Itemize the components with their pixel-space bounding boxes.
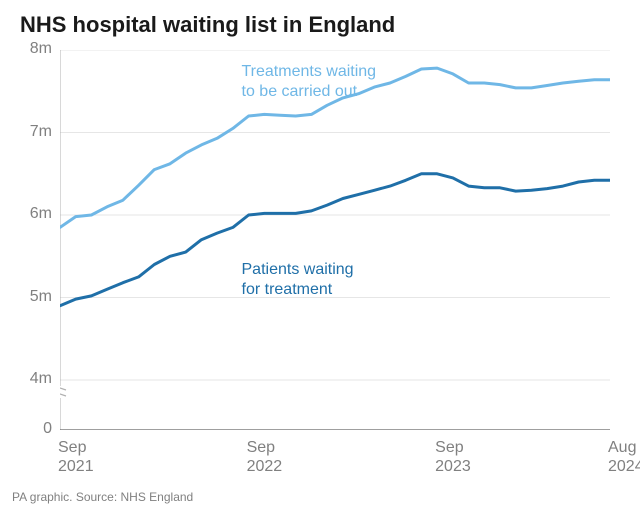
y-tick-label: 4m [12, 370, 52, 388]
y-tick-label: 5m [12, 288, 52, 306]
line-chart [60, 50, 610, 430]
y-tick-label: 7m [12, 123, 52, 141]
series-label-patients: Patients waitingfor treatment [242, 260, 354, 298]
chart-page: { "title": "NHS hospital waiting list in… [0, 0, 640, 514]
chart-footer: PA graphic. Source: NHS England [12, 490, 193, 504]
chart-title: NHS hospital waiting list in England [20, 12, 395, 38]
x-tick-label: Aug2024 [608, 438, 640, 476]
y-tick-label: 8m [12, 40, 52, 58]
y-tick-label: 0 [12, 420, 52, 438]
x-tick-label: Sep2023 [435, 438, 471, 476]
x-tick-label: Sep2021 [58, 438, 94, 476]
series-label-treatments: Treatments waitingto be carried out [242, 62, 377, 100]
x-tick-label: Sep2022 [247, 438, 283, 476]
y-tick-label: 6m [12, 205, 52, 223]
